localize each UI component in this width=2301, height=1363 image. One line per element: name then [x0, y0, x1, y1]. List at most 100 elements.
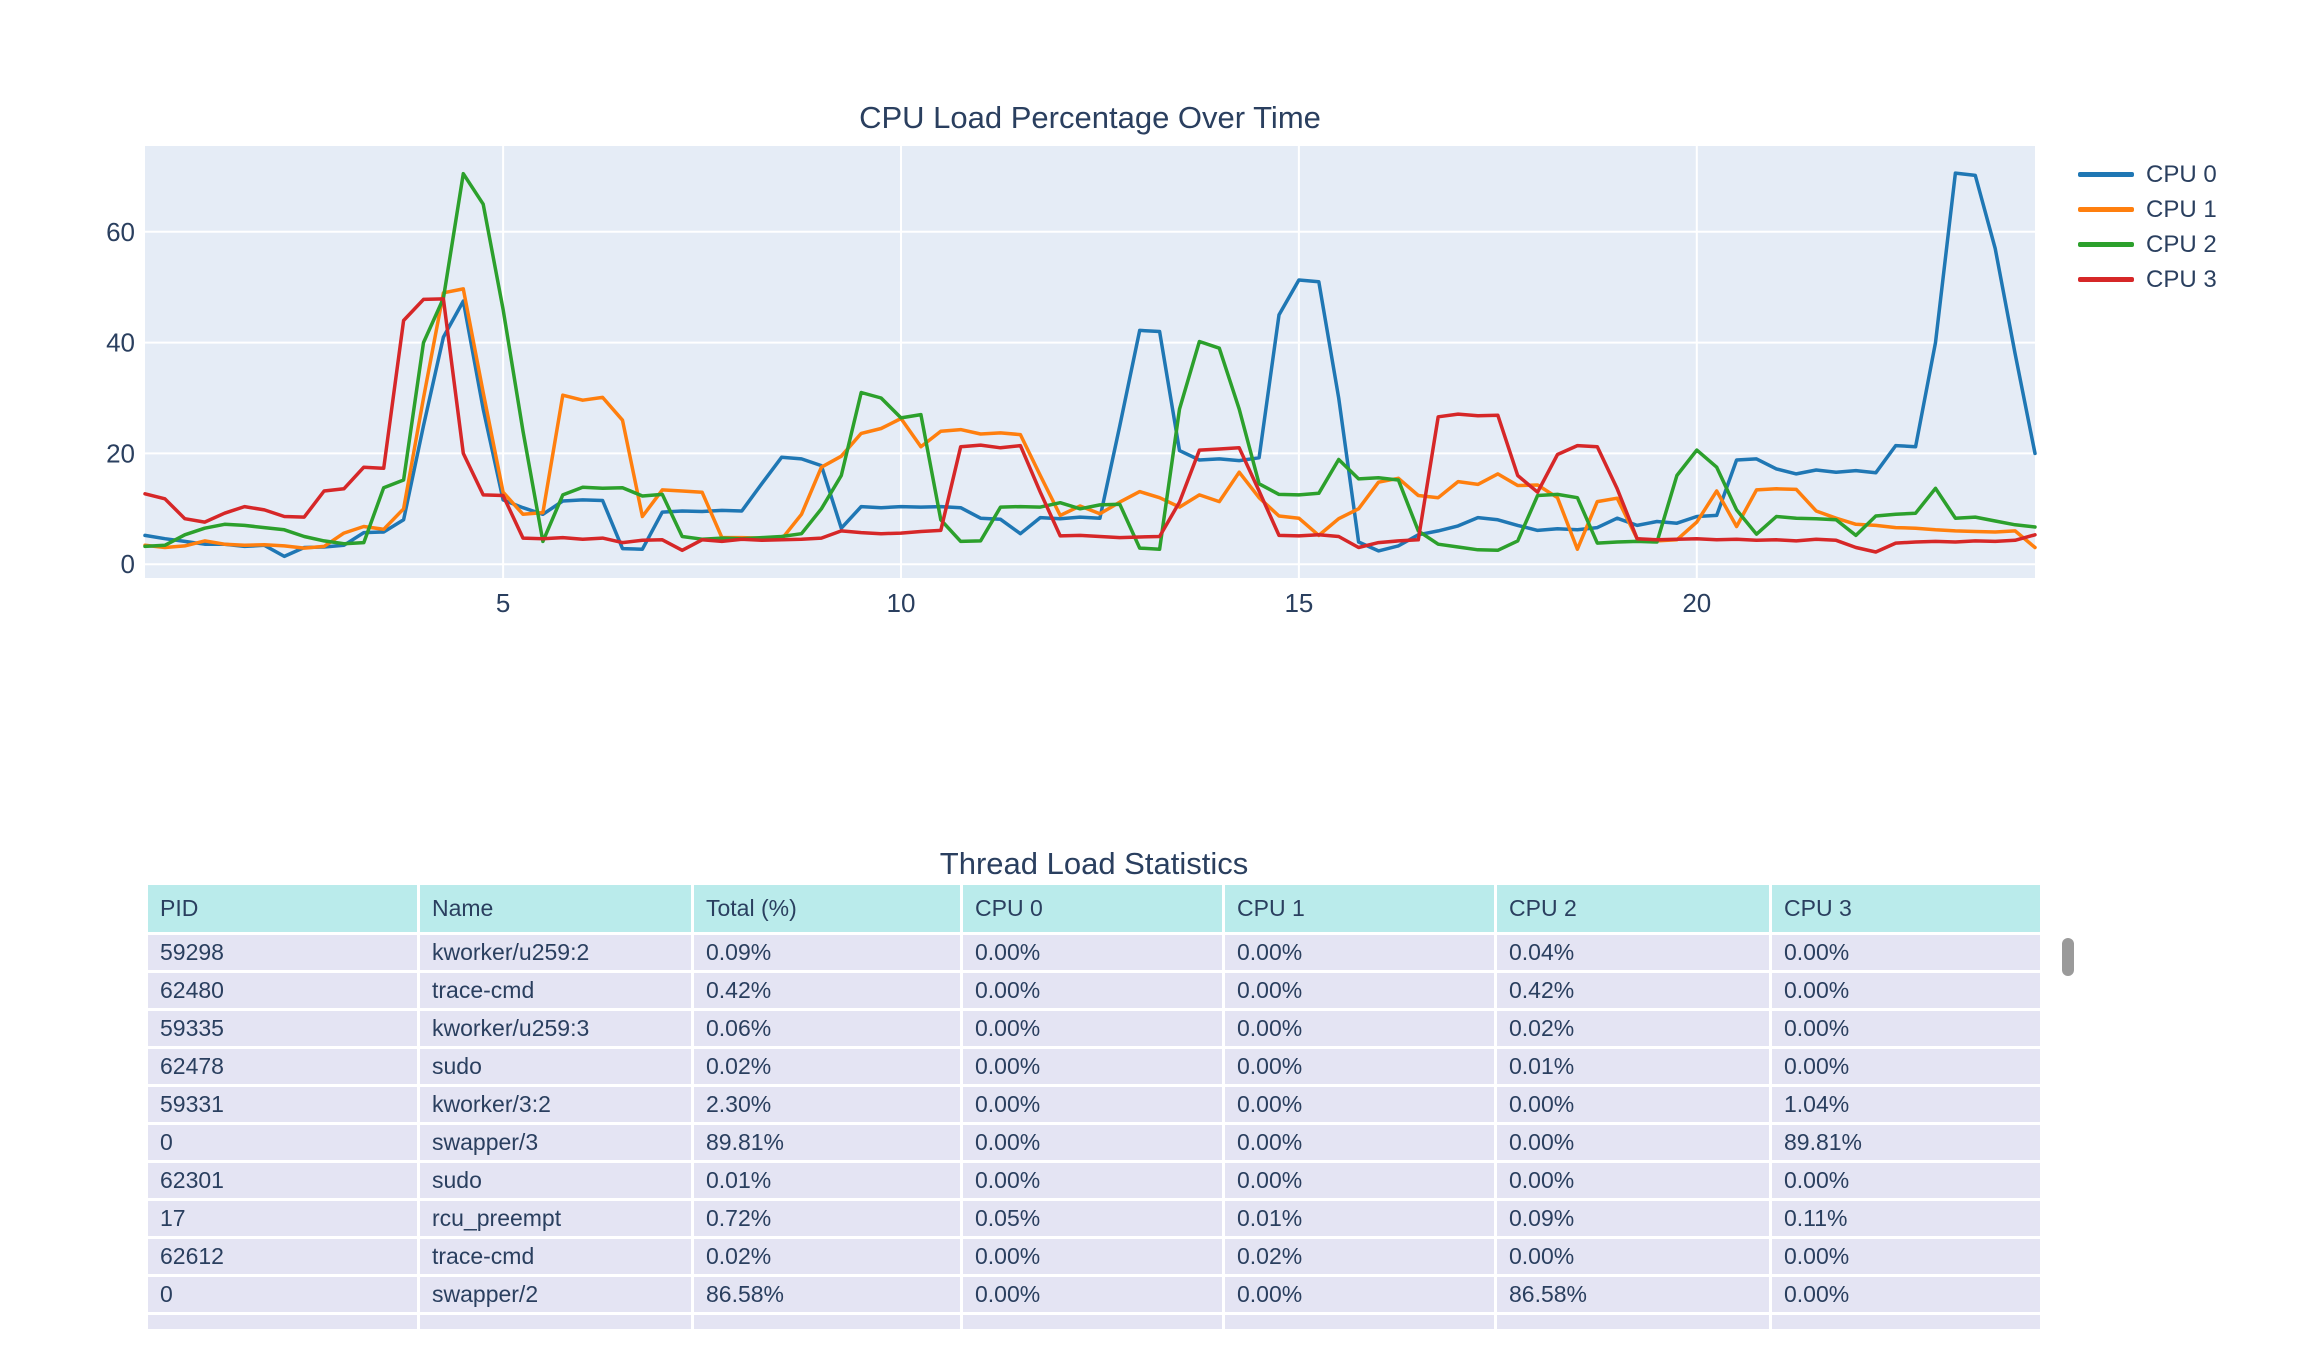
- series-line-cpu-1[interactable]: [143, 287, 2037, 551]
- table-cell: 0.72%: [694, 1201, 960, 1236]
- legend-swatch-icon: [2078, 207, 2134, 212]
- series-line-cpu-0[interactable]: [143, 171, 2037, 559]
- table-header-cell: CPU 0: [963, 885, 1222, 932]
- table-row: 59298 kworker/u259:2 0.09% 0.00% 0.00% 0.04% 0…: [148, 935, 2040, 970]
- legend-label: CPU 0: [2146, 160, 2217, 188]
- table-cell: 0.00%: [1225, 1163, 1494, 1198]
- table-cell: 0: [148, 1125, 417, 1160]
- table-cell: sudo: [420, 1163, 691, 1198]
- table-cell: 0.02%: [694, 1049, 960, 1084]
- table-cell: swapper/3: [420, 1125, 691, 1160]
- legend-label: CPU 3: [2146, 265, 2217, 293]
- table-cell: 0.00%: [1772, 1163, 2040, 1198]
- table-cell: 62301: [148, 1163, 417, 1198]
- table-cell: 0.42%: [1497, 973, 1769, 1008]
- table-body: 59298 kworker/u259:2 0.09% 0.00% 0.00% 0.04% 0…: [148, 935, 2040, 1312]
- legend-swatch-icon: [2078, 242, 2134, 247]
- table-cell: 0.09%: [1497, 1201, 1769, 1236]
- legend-item-cpu-3[interactable]: CPU 3: [2078, 262, 2217, 297]
- legend-item-cpu-2[interactable]: CPU 2: [2078, 227, 2217, 262]
- table-row: 62478 sudo 0.02% 0.00% 0.00% 0.01% 0.00%: [148, 1049, 2040, 1084]
- table-cell: 0.00%: [1497, 1087, 1769, 1122]
- table-cell: 0.11%: [1772, 1201, 2040, 1236]
- table-cell: 89.81%: [1772, 1125, 2040, 1160]
- table-cell: 2.30%: [694, 1087, 960, 1122]
- table-cell: kworker/u259:2: [420, 935, 691, 970]
- y-tick-label: 20: [106, 438, 135, 468]
- table-row: 62301 sudo 0.01% 0.00% 0.00% 0.00% 0.00%: [148, 1163, 2040, 1198]
- y-tick-label: 60: [106, 217, 135, 247]
- x-tick-label: 20: [1682, 588, 1711, 618]
- table-cell: [1225, 1315, 1494, 1329]
- table-cell: [963, 1315, 1222, 1329]
- legend-label: CPU 1: [2146, 195, 2217, 223]
- table-cell: [1772, 1315, 2040, 1329]
- table-cell: 0.00%: [963, 973, 1222, 1008]
- table-header-cell: CPU 1: [1225, 885, 1494, 932]
- table-cell: 0.00%: [1497, 1125, 1769, 1160]
- chart-legend: CPU 0 CPU 1 CPU 2 CPU 3: [2078, 157, 2217, 297]
- table-cell: 0.00%: [1772, 1277, 2040, 1312]
- table-cell: 0.09%: [694, 935, 960, 970]
- table-header-cell: CPU 2: [1497, 885, 1769, 932]
- table-row: 17 rcu_preempt 0.72% 0.05% 0.01% 0.09% 0.11%: [148, 1201, 2040, 1236]
- table-row: 59335 kworker/u259:3 0.06% 0.00% 0.00% 0.02% 0…: [148, 1011, 2040, 1046]
- table-row: 62480 trace-cmd 0.42% 0.00% 0.00% 0.42% 0.00%: [148, 973, 2040, 1008]
- legend-swatch-icon: [2078, 277, 2134, 282]
- table-cell: 0: [148, 1277, 417, 1312]
- table-cell: 0.02%: [694, 1239, 960, 1274]
- table-cell: 0.02%: [1225, 1239, 1494, 1274]
- table-cell: 0.00%: [963, 1049, 1222, 1084]
- legend-label: CPU 2: [2146, 230, 2217, 258]
- table-cell: 86.58%: [694, 1277, 960, 1312]
- table-cell: 89.81%: [694, 1125, 960, 1160]
- table-cell: sudo: [420, 1049, 691, 1084]
- legend-swatch-icon: [2078, 172, 2134, 177]
- y-tick-label: 40: [106, 328, 135, 358]
- table-cell: 59335: [148, 1011, 417, 1046]
- table-cell: 0.00%: [1772, 1011, 2040, 1046]
- table-cell: 59298: [148, 935, 417, 970]
- table-cell: 86.58%: [1497, 1277, 1769, 1312]
- table-cell: 62612: [148, 1239, 417, 1274]
- table-header-cell: Total (%): [694, 885, 960, 932]
- table-cell: 1.04%: [1772, 1087, 2040, 1122]
- chart-title: CPU Load Percentage Over Time: [859, 100, 1321, 135]
- x-tick-label: 5: [496, 588, 510, 618]
- table-cell: 0.00%: [1772, 1239, 2040, 1274]
- table-cell: trace-cmd: [420, 1239, 691, 1274]
- table-cell: [148, 1315, 417, 1329]
- table-cell: 62480: [148, 973, 417, 1008]
- table-header-cell: PID: [148, 885, 417, 932]
- table-row: 0 swapper/3 89.81% 0.00% 0.00% 0.00% 89.81%: [148, 1125, 2040, 1160]
- legend-item-cpu-0[interactable]: CPU 0: [2078, 157, 2217, 192]
- series-line-cpu-3[interactable]: [143, 297, 2037, 554]
- table-row: 59331 kworker/3:2 2.30% 0.00% 0.00% 0.00% 1.04…: [148, 1087, 2040, 1122]
- table-cell: 62478: [148, 1049, 417, 1084]
- table-cell: 0.01%: [1497, 1049, 1769, 1084]
- table-cell: 0.00%: [963, 1163, 1222, 1198]
- table-cell: 0.00%: [1225, 973, 1494, 1008]
- y-tick-label: 0: [121, 549, 135, 579]
- table-cell: [1497, 1315, 1769, 1329]
- table-cell: 0.00%: [1772, 973, 2040, 1008]
- table-scrollbar-thumb[interactable]: [2062, 938, 2074, 976]
- cpu-load-line-chart[interactable]: 5 10 15 20 0 20 40 60: [95, 140, 2105, 640]
- table-header-cell: Name: [420, 885, 691, 932]
- table-header-row: PID Name Total (%) CPU 0 CPU 1 CPU 2 CPU 3: [148, 885, 2040, 932]
- table-title: Thread Load Statistics: [939, 846, 1249, 881]
- table-cell: 0.00%: [963, 1277, 1222, 1312]
- table-cell: 0.00%: [1225, 1087, 1494, 1122]
- table-cell: 0.00%: [963, 1011, 1222, 1046]
- table-cell: 0.00%: [1225, 1011, 1494, 1046]
- table-cell: 0.05%: [963, 1201, 1222, 1236]
- table-cell: 0.00%: [963, 1239, 1222, 1274]
- table-cell: 0.00%: [1225, 1125, 1494, 1160]
- table-cell: 0.42%: [694, 973, 960, 1008]
- table-cell: 0.00%: [1497, 1239, 1769, 1274]
- series-line-cpu-2[interactable]: [143, 171, 2037, 553]
- table-cell: 0.00%: [1225, 1277, 1494, 1312]
- table-cell: 0.00%: [1497, 1163, 1769, 1198]
- legend-item-cpu-1[interactable]: CPU 1: [2078, 192, 2217, 227]
- table-cell: 0.00%: [963, 1087, 1222, 1122]
